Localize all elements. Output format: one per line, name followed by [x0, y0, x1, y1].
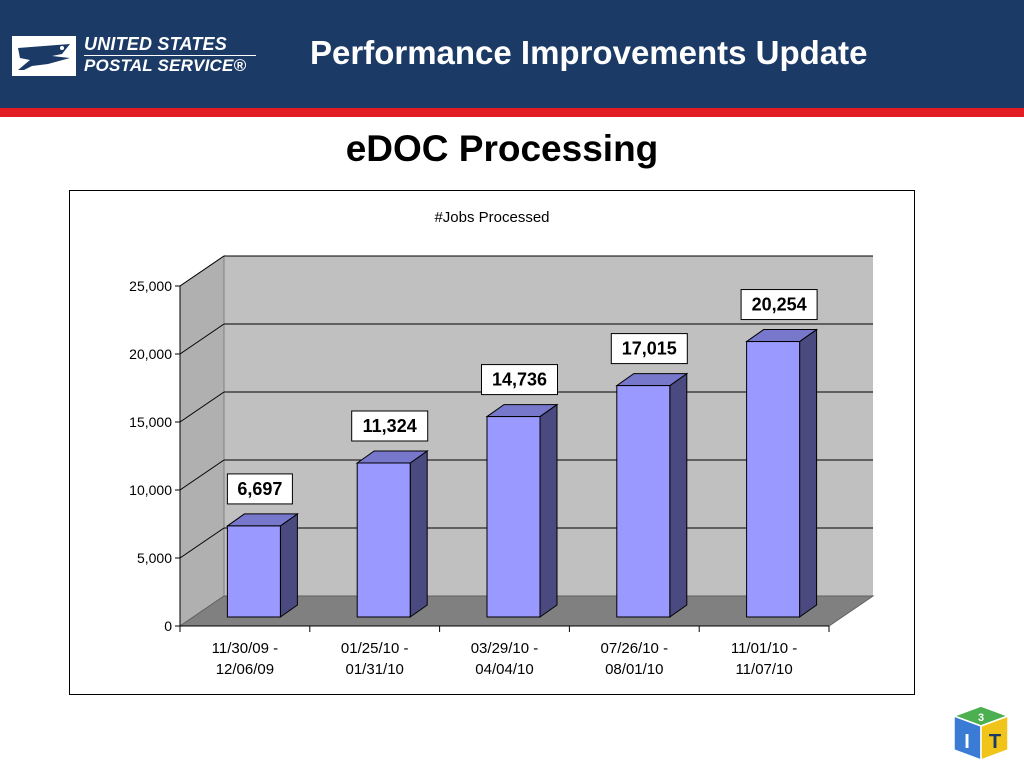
data-label-box: [610, 333, 688, 365]
data-label-box: [740, 289, 818, 321]
chart-frame: #Jobs Processed 0 5,000 10,000 15,000 20,000 2…: [69, 190, 915, 695]
bar-side: [669, 372, 688, 618]
y-tick-label: 15,000: [129, 414, 172, 430]
logo-line-2: POSTAL SERVICE®: [84, 56, 247, 75]
x-tick-label: 11/01/10 -: [731, 640, 797, 657]
y-tick-label: 5,000: [137, 550, 172, 566]
header-title: Performance Improvements Update: [310, 34, 868, 71]
gridline-side: [179, 323, 225, 355]
data-label: 6,697: [237, 479, 282, 499]
bar: [226, 525, 281, 618]
data-label: 11,324: [363, 416, 417, 436]
bar: [616, 385, 671, 618]
x-tick-label: 11/07/10: [735, 661, 792, 678]
y-tick-label: 10,000: [129, 482, 172, 498]
bar-chart: #Jobs Processed 0 5,000 10,000 15,000 20,000 2…: [129, 209, 875, 678]
chart-side-wall: [179, 255, 225, 627]
x-tick-label: 04/04/10: [475, 661, 533, 678]
bar-side: [279, 512, 298, 618]
bar: [746, 341, 801, 618]
3it-badge: 3 I T: [950, 704, 1012, 762]
gridline-side: [179, 527, 225, 559]
bar: [486, 416, 541, 618]
badge-number: 3: [978, 712, 984, 724]
x-tick-label: 07/26/10 -: [601, 640, 669, 657]
x-tick-label: 12/06/09: [216, 661, 274, 678]
badge-letter-t: T: [989, 731, 1001, 753]
gridline-side: [179, 391, 225, 423]
y-tick-label: 0: [164, 618, 172, 634]
data-label: 14,736: [492, 370, 547, 390]
usps-logo: UNITED STATES POSTAL SERVICE®: [12, 34, 262, 78]
x-tick-label: 01/31/10: [346, 661, 404, 678]
bar: [356, 462, 411, 618]
y-tick-label: 25,000: [129, 278, 172, 294]
bar-side: [409, 450, 428, 618]
eagle-icon: [12, 36, 76, 76]
gridline-side: [179, 459, 225, 491]
data-label-box: [351, 410, 429, 442]
data-label: 17,015: [622, 339, 677, 359]
gridline-side: [179, 255, 225, 287]
chart-title: #Jobs Processed: [434, 209, 549, 226]
x-tick-label: 08/01/10: [605, 661, 663, 678]
data-label-box: [226, 473, 293, 505]
data-label: 20,254: [752, 295, 807, 315]
logo-line-1: UNITED STATES: [84, 34, 227, 54]
x-tick-label: 03/29/10 -: [471, 640, 539, 657]
data-label-box: [481, 364, 558, 396]
page-title: eDOC Processing: [345, 128, 659, 169]
x-tick-label: 01/25/10 -: [341, 640, 409, 657]
badge-letter-i: I: [964, 731, 970, 753]
logo-divider: [84, 55, 256, 56]
cube-logo-icon: 3 I T: [951, 705, 1011, 762]
header-red-stripe: [0, 108, 1024, 117]
bar-side: [539, 403, 558, 618]
header-bar: UNITED STATES POSTAL SERVICE® Performanc…: [0, 0, 1024, 108]
bar-side: [799, 328, 818, 618]
y-tick-label: 20,000: [129, 346, 172, 362]
x-tick-label: 11/30/09 -: [212, 640, 278, 657]
